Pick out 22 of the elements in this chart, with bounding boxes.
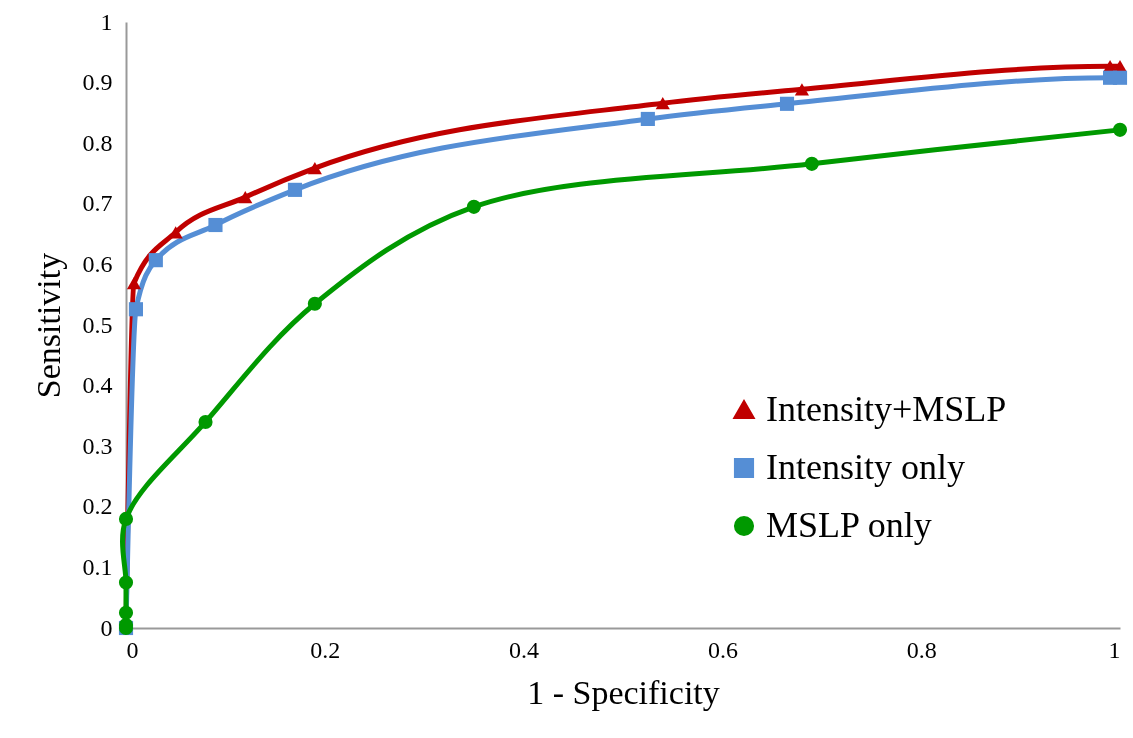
y-tick-label: 0.2 <box>82 493 113 520</box>
y-tick-label: 0 <box>100 614 113 641</box>
y-tick-label: 0.8 <box>82 129 113 156</box>
y-tick-label: 0.1 <box>82 553 113 580</box>
y-tick-label: 0.7 <box>82 190 113 217</box>
legend-label: Intensity+MSLP <box>766 389 1007 429</box>
y-tick-label: 0.9 <box>82 69 113 96</box>
x-tick-label: 0.4 <box>509 636 540 663</box>
y-tick-label: 0.4 <box>82 372 113 399</box>
x-tick-label: 0.8 <box>906 636 937 663</box>
y-tick-label: 0.3 <box>82 432 113 459</box>
x-tick-label: 0.6 <box>707 636 738 663</box>
legend-label: Intensity only <box>766 447 965 487</box>
x-tick-label: 1 <box>1108 636 1121 663</box>
y-axis-title: Sensitivity <box>29 252 67 399</box>
y-tick-label: 0.6 <box>82 250 113 277</box>
x-axis-title: 1 - Specificity <box>527 673 720 711</box>
x-tick-label: 0.2 <box>310 636 341 663</box>
legend-label: MSLP only <box>766 505 932 545</box>
x-tick-label: 0 <box>126 636 139 663</box>
y-tick-label: 0.5 <box>82 311 113 338</box>
y-tick-label: 1 <box>100 8 113 35</box>
